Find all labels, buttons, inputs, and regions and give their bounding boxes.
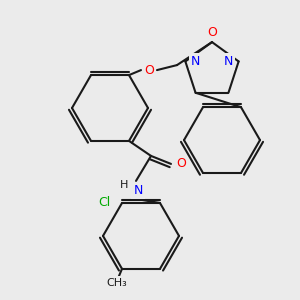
Text: H: H: [120, 180, 128, 190]
Text: N: N: [191, 55, 200, 68]
Text: O: O: [207, 26, 217, 39]
Text: CH₃: CH₃: [106, 278, 128, 288]
Text: O: O: [176, 158, 186, 170]
Text: N: N: [224, 55, 233, 68]
Text: O: O: [144, 64, 154, 76]
Text: N: N: [133, 184, 143, 197]
Text: Cl: Cl: [98, 196, 110, 209]
